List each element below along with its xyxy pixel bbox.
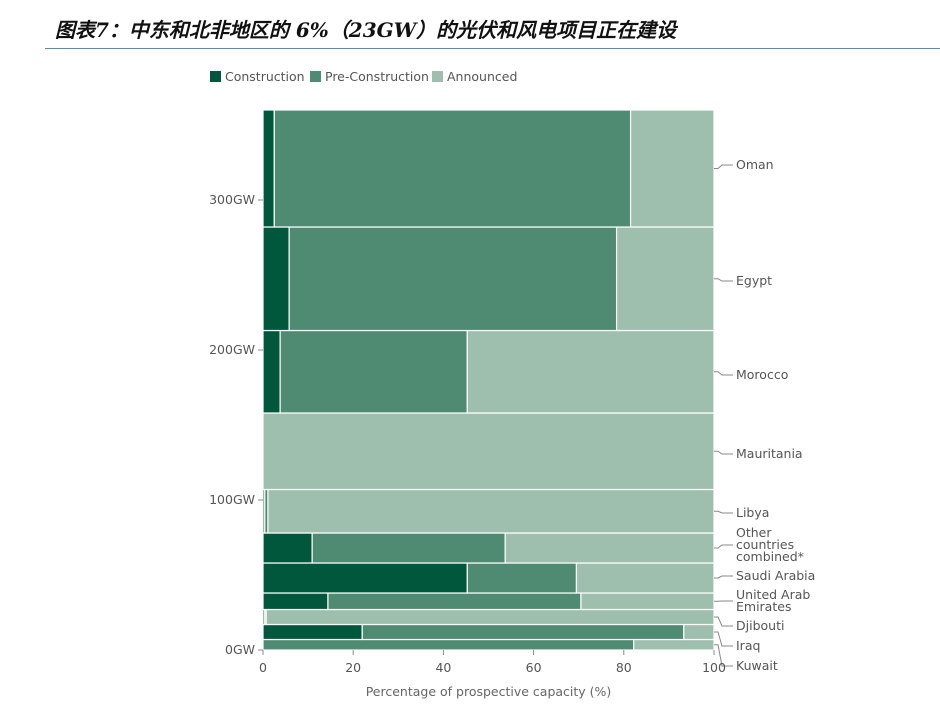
bar-segment-kuwait-announced [633,638,715,651]
bar-segment-oman-announced [629,109,715,228]
bar-segment-oman-pre-construction [273,109,632,228]
leader-line-other-countries-combined [714,544,733,549]
category-label-egypt: Egypt [736,273,772,288]
bar-segment-morocco-pre-construction [279,329,468,414]
legend-swatch-pre-construction [310,71,321,82]
y-tick-label-200gw: 200GW [209,342,255,357]
x-tick-label-20: 20 [345,660,361,675]
x-axis-title: Percentage of prospective capacity (%) [366,684,612,699]
bar-segment-djibouti-announced [265,608,715,626]
bar-segment-iraq-construction [262,623,363,641]
bar-segment-libya-announced [267,488,715,534]
bar-segment-egypt-announced [615,226,715,332]
x-tick-label-80: 80 [616,660,632,675]
x-tick-label-60: 60 [526,660,542,675]
category-label-kuwait: Kuwait [736,658,778,673]
bar-segment-kuwait-pre-construction [262,638,635,651]
category-label-djibouti: Djibouti [736,618,784,633]
bar-segment-mauritania-announced [262,412,715,491]
bar-segment-saudi-arabia-announced [575,562,715,594]
bar-segment-morocco-announced [466,329,715,414]
leader-line-egypt [714,278,733,282]
category-label-united-arab-emirates: United Arab Emirates [736,587,810,614]
y-tick-label-100gw: 100GW [209,492,255,507]
leader-line-oman [714,164,733,169]
bar-segment-saudi-arabia-pre-construction [466,562,578,594]
category-label-other-countries-combined: Other countries combined* [736,525,804,564]
x-tick-label-0: 0 [259,660,267,675]
bar-segment-other-countries-combined-pre-construction [311,532,506,564]
bar-segment-iraq-pre-construction [361,623,685,641]
legend-swatch-construction [210,71,221,82]
title-divider [45,48,940,49]
legend-label-construction: Construction [225,69,305,84]
y-tick-label-0gw: 0GW [225,642,255,657]
legend-swatch-announced [432,71,443,82]
category-label-oman: Oman [736,157,774,172]
bar-segment-united-arab-emirates-announced [580,592,715,611]
bar-segment-united-arab-emirates-construction [262,592,329,611]
leader-line-kuwait [714,644,733,667]
bar-segment-other-countries-combined-announced [504,532,715,564]
legend-label-announced: Announced [447,69,517,84]
bar-segment-united-arab-emirates-pre-construction [327,592,582,611]
bar-segment-iraq-announced [683,623,715,641]
legend-label-pre-construction: Pre-Construction [325,69,429,84]
category-label-morocco: Morocco [736,367,788,382]
leader-line-iraq [714,631,733,647]
category-label-saudi-arabia: Saudi Arabia [736,568,815,583]
category-label-libya: Libya [736,505,769,520]
bar-segment-egypt-construction [262,226,290,332]
leader-line-mauritania [714,450,733,455]
bar-segment-morocco-construction [262,329,281,414]
bar-segment-saudi-arabia-construction [262,562,468,594]
x-tick-label-100: 100 [702,660,726,675]
bar-segment-oman-construction [262,109,275,228]
category-label-mauritania: Mauritania [736,446,803,461]
y-tick-label-300gw: 300GW [209,192,255,207]
bar-segment-egypt-pre-construction [288,226,618,332]
leader-line-saudi-arabia [714,575,733,579]
leader-line-djibouti [714,616,733,627]
leader-line-libya [714,510,733,514]
figure-title: 图表7：中东和北非地区的 6%（23GW）的光伏和风电项目正在建设 [55,18,677,42]
leader-line-morocco [714,371,733,376]
category-label-iraq: Iraq [736,638,760,653]
x-tick-label-40: 40 [435,660,451,675]
bar-segment-other-countries-combined-construction [262,532,313,564]
